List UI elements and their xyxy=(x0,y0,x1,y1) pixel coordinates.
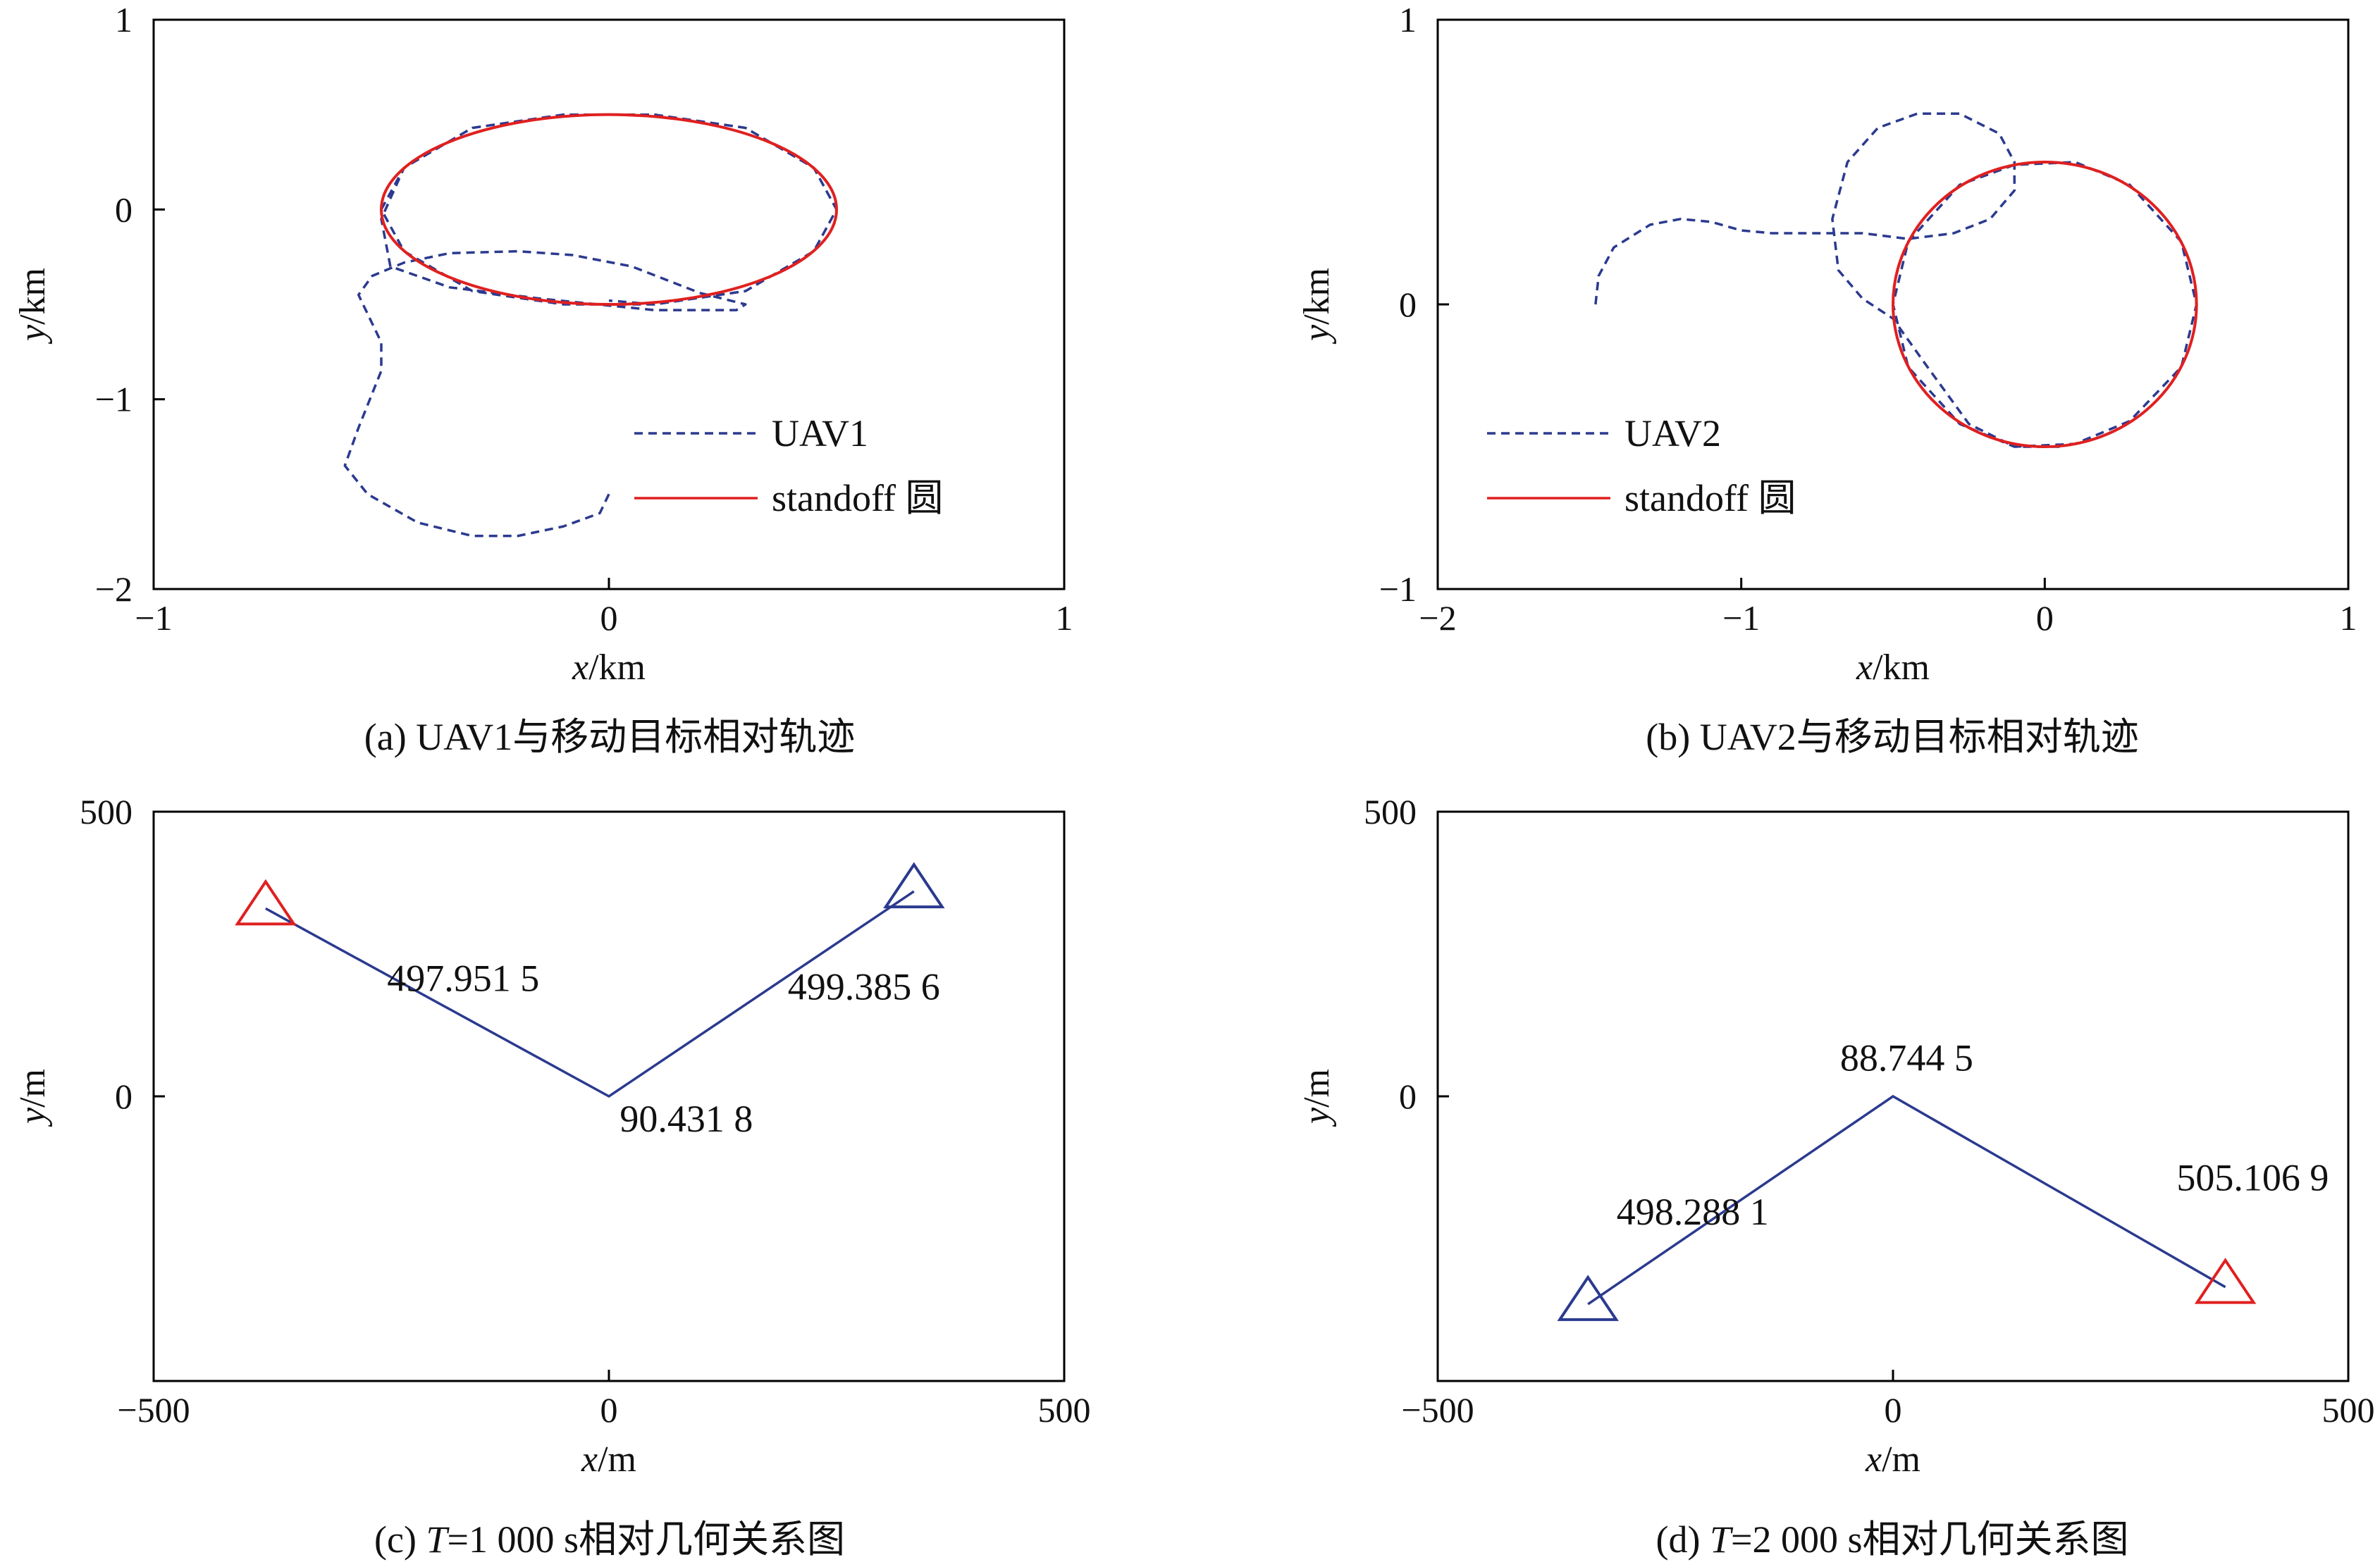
legend-standoff-label: standoff 圆 xyxy=(1624,477,1796,519)
x-tick-label: 0 xyxy=(600,598,618,638)
x-tick-label: −1 xyxy=(1722,598,1760,638)
uav-marker-red xyxy=(235,879,297,926)
distance-label: 90.431 8 xyxy=(619,1098,753,1140)
uav-trajectory xyxy=(1594,112,2198,448)
uav-marker-red xyxy=(2194,1258,2257,1304)
uav-marker xyxy=(883,862,945,909)
y-tick-label: 500 xyxy=(80,792,132,831)
x-tick-label: 500 xyxy=(1038,1390,1091,1430)
y-tick-label: 1 xyxy=(1399,0,1417,39)
caption-c: (c) T=1 000 s相对几何关系图 xyxy=(116,1518,1103,1561)
x-tick-label: 500 xyxy=(2322,1390,2375,1430)
y-tick-label: −1 xyxy=(95,380,132,419)
distance-label: 498.288 1 xyxy=(1617,1191,1769,1233)
x-tick-label: 0 xyxy=(2036,598,2054,638)
x-tick-label: 1 xyxy=(1056,598,1073,638)
y-axis-label-unit: /km xyxy=(13,268,53,325)
distance-label: 88.744 5 xyxy=(1840,1037,1973,1079)
uav-trajectory xyxy=(343,113,838,538)
legend: UAV2 standoff 圆 xyxy=(1487,412,1796,519)
y-tick-label: −2 xyxy=(95,569,132,609)
legend-uav-label: UAV2 xyxy=(1624,412,1721,454)
x-axis-label: x/km xyxy=(572,648,646,688)
y-axis-label-variable: y xyxy=(13,324,53,345)
y-axis-label-unit: /km xyxy=(1297,268,1337,325)
caption-a: (a) UAV1与移动目标相对轨迹 xyxy=(364,716,856,758)
y-axis-label-variable: y xyxy=(1297,324,1337,345)
y-axis-label-unit: /m xyxy=(13,1069,53,1108)
x-tick-label: 1 xyxy=(2340,598,2357,638)
legend-uav-label: UAV1 xyxy=(772,412,868,454)
x-axis-label-unit: /km xyxy=(588,648,646,688)
legend: UAV1 standoff 圆 xyxy=(634,412,943,519)
x-axis-label-unit: /m xyxy=(1882,1439,1920,1480)
x-axis-label-unit: /km xyxy=(1873,648,1930,688)
y-tick-label: 0 xyxy=(115,190,132,229)
x-tick-label: −1 xyxy=(135,598,172,638)
caption-d-variable: T xyxy=(1709,1518,1732,1561)
caption-d: (d) T=2 000 s相对几何关系图 xyxy=(1399,1518,2380,1561)
y-tick-label: 0 xyxy=(1399,1077,1417,1116)
x-axis-label: x/m xyxy=(581,1439,636,1480)
caption-c-prefix: (c) xyxy=(374,1518,426,1561)
standoff-circle xyxy=(380,113,838,306)
y-tick-label: 500 xyxy=(1364,792,1417,831)
standoff-circle xyxy=(1892,161,2198,448)
y-tick-label: −1 xyxy=(1379,569,1417,609)
x-tick-label: −500 xyxy=(1401,1390,1474,1430)
distance-label: 505.106 9 xyxy=(2176,1156,2329,1199)
y-axis-label: y/m xyxy=(1297,1069,1337,1127)
x-axis-label-unit: /m xyxy=(598,1439,636,1480)
x-axis-label-variable: x xyxy=(1865,1439,1882,1480)
x-axis-label: x/m xyxy=(1865,1439,1920,1480)
y-axis-label: y/km xyxy=(13,268,53,345)
caption-d-suffix: =2 000 s相对几何关系图 xyxy=(1731,1518,2129,1561)
y-axis-label: y/km xyxy=(1297,268,1337,345)
distance-label: 499.385 6 xyxy=(788,966,940,1008)
caption-c-suffix: =1 000 s相对几何关系图 xyxy=(447,1518,845,1561)
geometry-path xyxy=(265,890,915,1098)
y-axis-label-variable: y xyxy=(1297,1107,1337,1127)
x-tick-label: 0 xyxy=(1885,1390,1902,1430)
x-axis-label-variable: x xyxy=(572,648,588,688)
y-tick-label: 0 xyxy=(115,1077,132,1116)
geometry-path xyxy=(1587,1094,2226,1306)
y-axis-label: y/m xyxy=(13,1069,53,1127)
y-axis-label-variable: y xyxy=(13,1107,53,1127)
caption-c-variable: T xyxy=(426,1518,448,1561)
x-axis-label-variable: x xyxy=(1856,648,1873,688)
x-axis-label-variable: x xyxy=(581,1439,598,1480)
x-tick-label: −2 xyxy=(1419,598,1456,638)
caption-b: (b) UAV2与移动目标相对轨迹 xyxy=(1646,716,2139,758)
x-tick-label: −500 xyxy=(117,1390,190,1430)
distance-label: 497.951 5 xyxy=(387,958,539,1000)
y-axis-label-unit: /m xyxy=(1297,1069,1337,1108)
x-tick-label: 0 xyxy=(600,1390,618,1430)
uav-marker xyxy=(1557,1275,1619,1321)
caption-d-prefix: (d) xyxy=(1655,1518,1710,1561)
x-axis-label: x/km xyxy=(1856,648,1930,688)
legend-standoff-label: standoff 圆 xyxy=(772,477,943,519)
y-tick-label: 0 xyxy=(1399,285,1417,324)
y-tick-label: 1 xyxy=(115,0,132,39)
